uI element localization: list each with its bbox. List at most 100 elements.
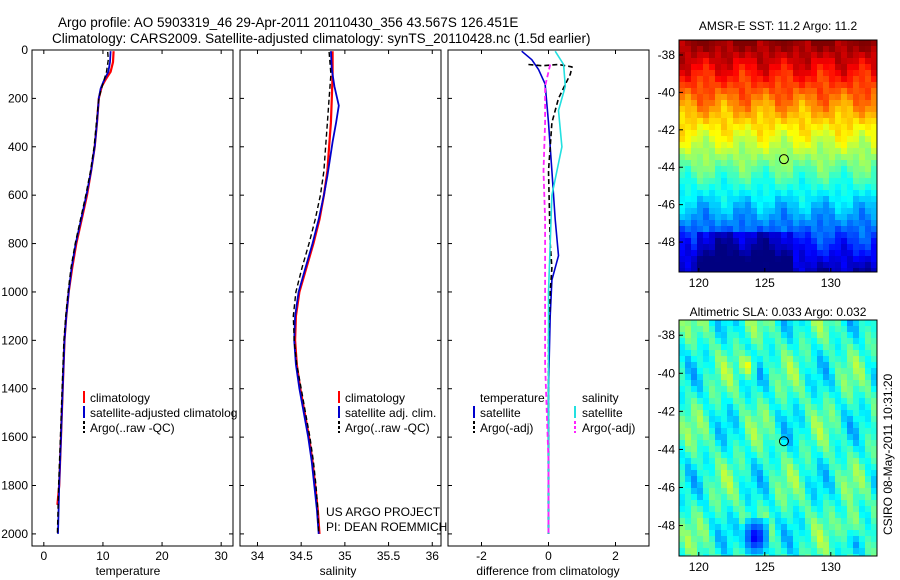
map-cell [697, 52, 704, 59]
legend-sal-argo-label: Argo(-adj) [582, 421, 635, 435]
map-cell [685, 208, 692, 215]
map-cell [835, 118, 842, 125]
map-cell [691, 434, 698, 441]
map-cell [871, 536, 877, 543]
map-cell [703, 208, 710, 215]
map-cell [823, 232, 830, 239]
map-cell [805, 554, 812, 556]
map-cell [769, 446, 776, 453]
map-cell [853, 428, 860, 435]
map-cell [805, 464, 812, 471]
map-cell [685, 214, 692, 221]
map-cell [805, 362, 812, 369]
map-cell [781, 190, 788, 197]
map-cell [763, 524, 770, 531]
map-sst-title: AMSR-E SST: 11.2 Argo: 11.2 [699, 19, 858, 33]
map-cell [817, 226, 824, 233]
map-cell [793, 428, 800, 435]
map-cell [715, 166, 722, 173]
map-cell [805, 220, 812, 227]
map-cell [697, 356, 704, 363]
map-cell [847, 136, 854, 143]
map-cell [775, 440, 782, 447]
map-cell [685, 374, 692, 381]
map-cell [835, 64, 842, 71]
map-cell [823, 332, 830, 339]
map-cell [793, 422, 800, 429]
map-cell [859, 476, 866, 483]
map-cell [841, 46, 848, 53]
map-cell [853, 184, 860, 191]
map-cell [715, 320, 722, 327]
map-cell [871, 494, 877, 501]
map-cell [697, 40, 704, 47]
map-cell [847, 524, 854, 531]
map-cell [793, 118, 800, 125]
map-cell [703, 172, 710, 179]
map-cell [679, 416, 686, 423]
map-cell [805, 458, 812, 465]
map-cell [697, 214, 704, 221]
map-cell [691, 524, 698, 531]
map-cell [847, 220, 854, 227]
map-cell [805, 548, 812, 555]
map-cell [757, 422, 764, 429]
map-cell [727, 112, 734, 119]
map-cell [793, 76, 800, 83]
map-cell [847, 500, 854, 507]
map-cell [871, 172, 877, 179]
map-cell [805, 88, 812, 95]
map-cell [865, 88, 872, 95]
map-cell [829, 554, 836, 556]
map-cell [709, 52, 716, 59]
map-cell [811, 500, 818, 507]
map-cell [811, 506, 818, 513]
map-cell [751, 362, 758, 369]
map-cell [757, 256, 764, 263]
map-cell [745, 238, 752, 245]
map-cell [691, 350, 698, 357]
map-cell [721, 368, 728, 375]
map-cell [811, 404, 818, 411]
map-cell [703, 256, 710, 263]
map-cell [685, 536, 692, 543]
map-cell [745, 130, 752, 137]
map-cell [835, 362, 842, 369]
map-cell [823, 350, 830, 357]
map-cell [739, 488, 746, 495]
map-cell [763, 380, 770, 387]
map-cell [775, 190, 782, 197]
map-cell [709, 178, 716, 185]
map-cell [775, 202, 782, 209]
map-cell [841, 500, 848, 507]
map-cell [715, 500, 722, 507]
map-cell [733, 70, 740, 77]
map-cell [763, 368, 770, 375]
map-cell [685, 350, 692, 357]
map-cell [769, 470, 776, 477]
map-cell [811, 332, 818, 339]
legend-temperature-header: temperature [480, 391, 545, 405]
map-cell [679, 88, 686, 95]
map-cell [697, 392, 704, 399]
map-cell [781, 440, 788, 447]
map-cell [769, 238, 776, 245]
map-cell [751, 332, 758, 339]
map-cell [751, 380, 758, 387]
map-cell [739, 214, 746, 221]
map-cell [709, 494, 716, 501]
map-cell [745, 76, 752, 83]
map-sla-axes: 120 125 130-38-40-42-44-46-48 [658, 328, 841, 574]
map-x-tick-label: 120 [689, 560, 709, 574]
map-cell [721, 338, 728, 345]
map-cell [679, 344, 686, 351]
map-cell [691, 238, 698, 245]
map-cell [793, 542, 800, 549]
map-cell [739, 94, 746, 101]
map-cell [763, 184, 770, 191]
map-cell [853, 88, 860, 95]
map-cell [853, 244, 860, 251]
map-cell [727, 524, 734, 531]
map-cell [679, 494, 686, 501]
map-cell [859, 320, 866, 327]
